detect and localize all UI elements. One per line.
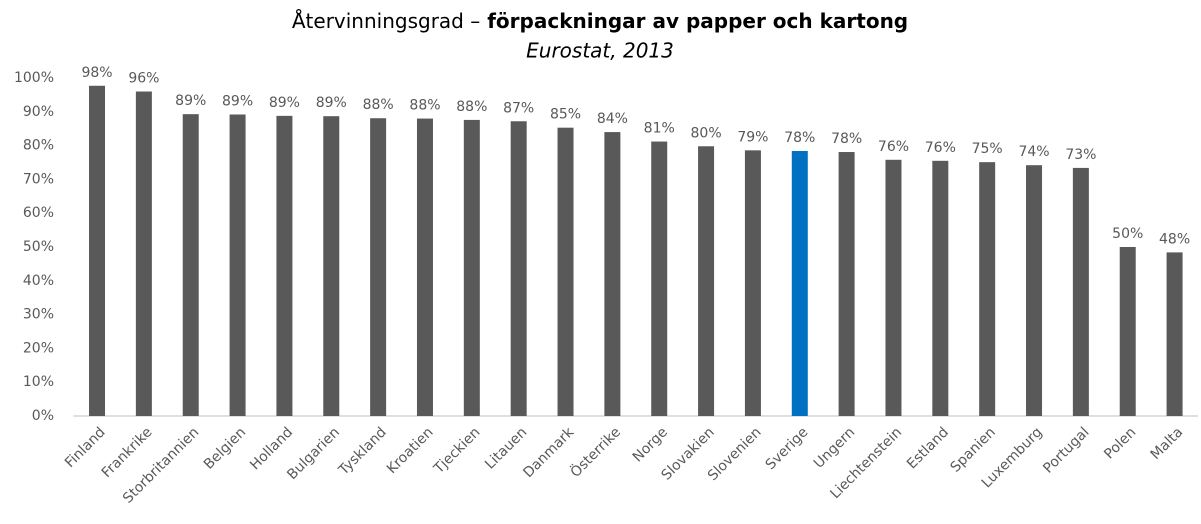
x-tick-label: Kroatien [384, 424, 437, 477]
x-tick-label: Polen [1101, 424, 1139, 462]
data-label: 87% [503, 100, 534, 116]
bar [229, 114, 246, 416]
x-tick-label: Danmark [520, 424, 577, 481]
data-label: 78% [784, 130, 815, 146]
bar [698, 146, 715, 416]
data-label: 81% [644, 121, 675, 137]
bar [370, 118, 387, 417]
data-label: 48% [1159, 231, 1190, 247]
bar [885, 159, 902, 416]
data-label: 96% [128, 71, 159, 87]
x-tick-label: Malta [1148, 424, 1187, 463]
data-label: 79% [737, 129, 768, 145]
y-tick-label: 50% [23, 239, 54, 255]
y-tick-label: 10% [23, 374, 54, 390]
x-tick-label: Belgien [201, 424, 249, 472]
bar [1026, 165, 1043, 416]
x-tick-label: Sverige [763, 424, 812, 473]
y-tick-label: 40% [23, 273, 54, 289]
bar [89, 85, 106, 417]
y-tick-label: 60% [23, 205, 54, 221]
x-tick-label: Portugal [1040, 424, 1092, 476]
data-label: 88% [456, 99, 487, 115]
y-tick-label: 90% [23, 104, 54, 120]
y-tick-label: 70% [23, 171, 54, 187]
data-label: 84% [597, 111, 628, 127]
data-label: 89% [175, 93, 206, 109]
bar [557, 127, 574, 416]
chart-title: Återvinningsgrad – förpackningar av pappe… [292, 9, 908, 33]
bar [651, 141, 668, 416]
x-tick-label: Ungern [811, 424, 858, 471]
data-label: 89% [269, 95, 300, 111]
bar [744, 150, 761, 416]
bar [1072, 167, 1089, 416]
x-tick-label: Tyskland [335, 424, 390, 479]
bar [838, 152, 855, 416]
bar [1119, 247, 1136, 416]
data-label: 73% [1065, 147, 1096, 163]
data-label: 75% [972, 141, 1003, 157]
bar [323, 116, 340, 416]
title-part: förpackningar av papper och kartong [487, 9, 908, 33]
y-tick-label: 100% [14, 70, 54, 86]
bar [463, 119, 480, 417]
x-tick-label: Österrike [566, 423, 624, 481]
data-label: 89% [316, 95, 347, 111]
bar [135, 91, 152, 417]
bar [1166, 252, 1183, 416]
data-label: 76% [925, 140, 956, 156]
bar [510, 121, 527, 416]
chart-subtitle: Eurostat, 2013 [526, 39, 674, 63]
x-tick-label: Estland [904, 424, 952, 472]
data-label: 88% [363, 97, 394, 113]
data-label: 50% [1112, 226, 1143, 242]
data-label: 76% [878, 139, 909, 155]
y-tick-label: 0% [32, 408, 54, 424]
data-label: 80% [691, 125, 722, 141]
bar [932, 160, 949, 416]
y-tick-label: 80% [23, 138, 54, 154]
y-tick-label: 20% [23, 340, 54, 356]
bar [791, 151, 808, 416]
bar [182, 114, 199, 416]
data-label: 89% [222, 94, 253, 110]
bar [979, 162, 996, 416]
data-label: 88% [409, 98, 440, 114]
x-tick-label: Litauen [482, 424, 530, 472]
data-label: 78% [831, 131, 862, 147]
data-label: 74% [1018, 144, 1049, 160]
x-tick-label: Tjeckien [430, 424, 483, 477]
title-part: Återvinningsgrad – [292, 9, 480, 33]
y-tick-label: 30% [23, 307, 54, 323]
bar [416, 118, 433, 416]
data-label: 98% [81, 65, 112, 81]
data-label: 85% [550, 107, 581, 123]
x-tick-label: Norge [630, 424, 671, 465]
bar [604, 132, 621, 416]
x-tick-label: Finland [62, 424, 109, 471]
bar [276, 115, 293, 416]
